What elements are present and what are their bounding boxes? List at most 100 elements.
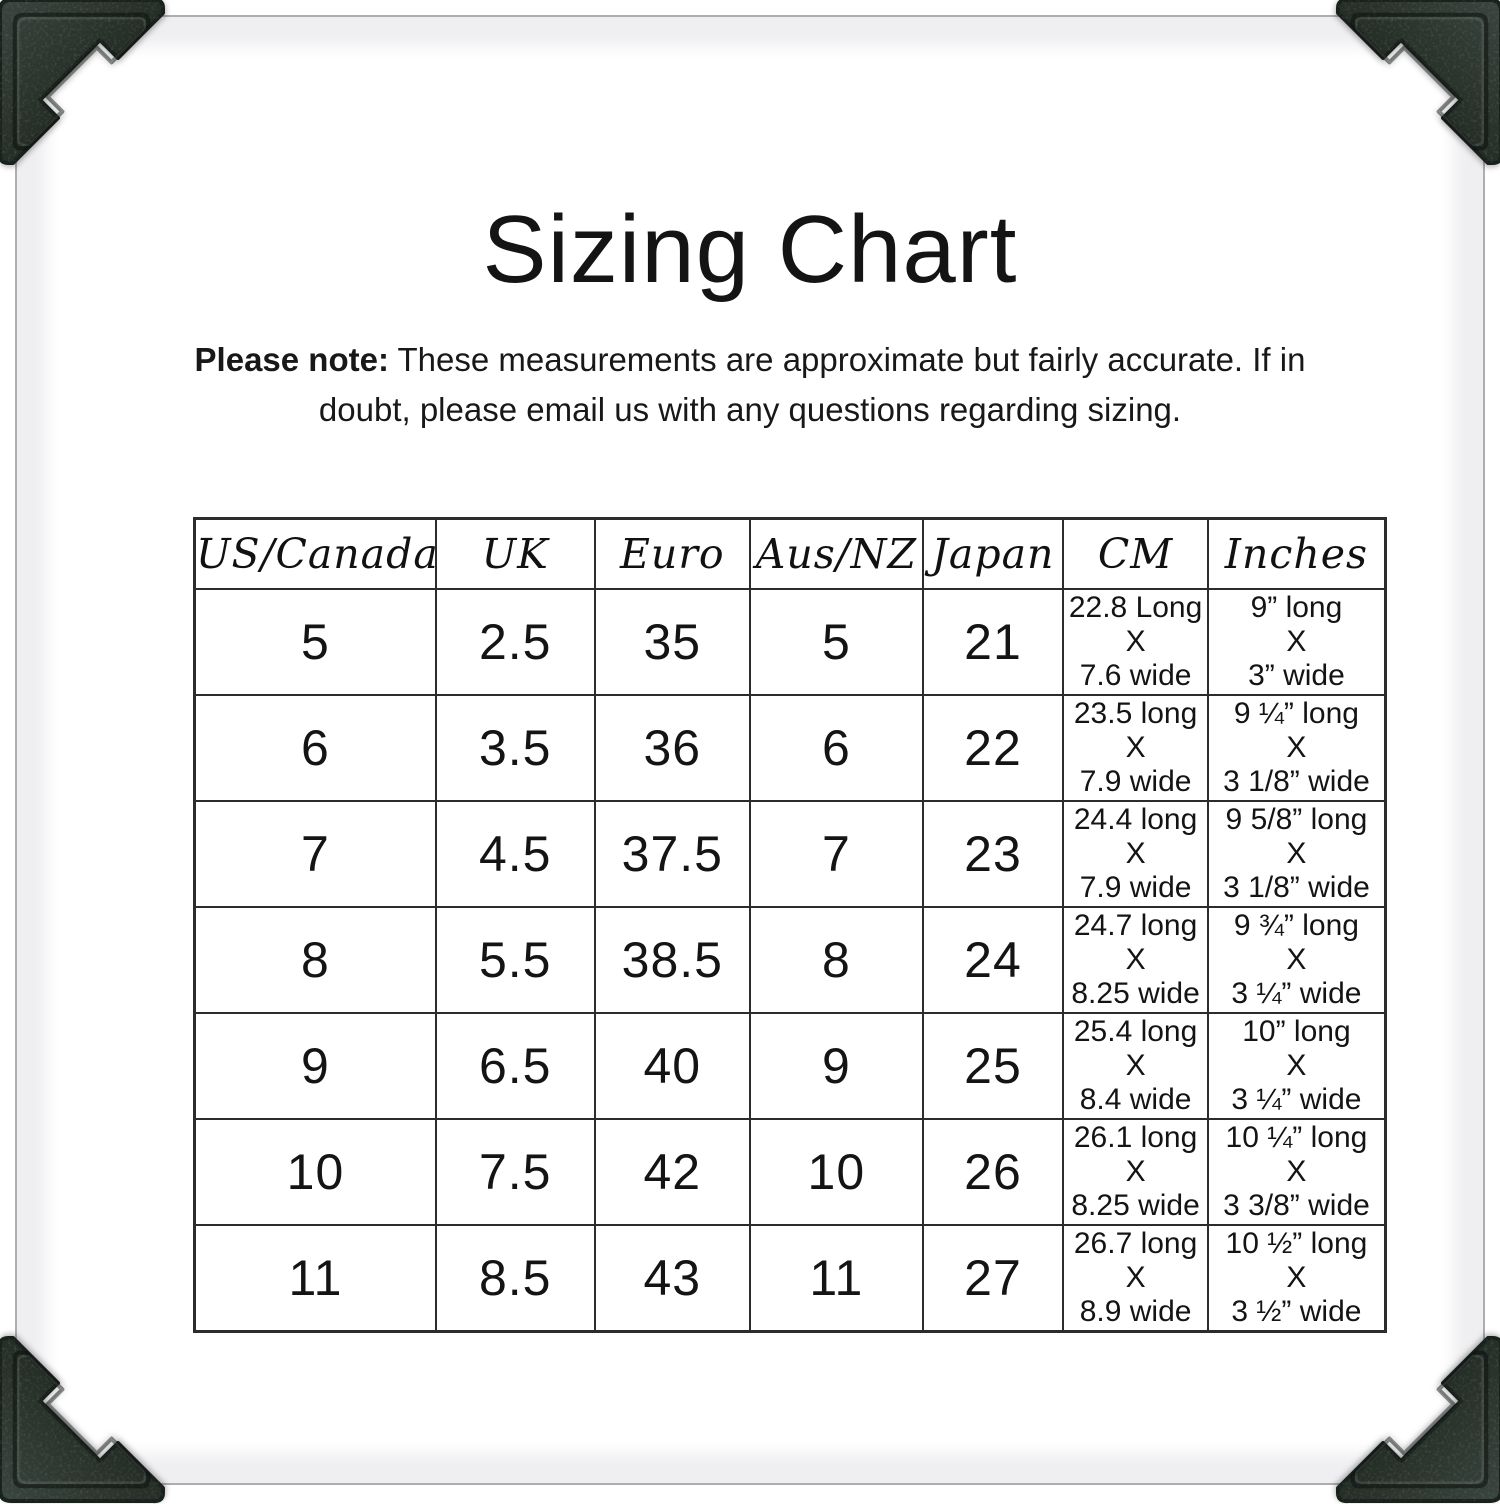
cell-uk: 6.5 [434,1012,596,1120]
inches-long: 10” long [1242,1015,1351,1048]
col-header-us-canada: US/Canada [193,517,437,590]
cell-inches: 10” long X 3 ¼” wide [1206,1012,1387,1120]
cm-x: X [1125,1155,1146,1188]
cm-long: 23.5 long [1073,697,1198,730]
cm-long: 26.1 long [1073,1121,1198,1154]
inches-x: X [1286,731,1307,764]
inches-wide: 3 1/8” wide [1223,765,1370,798]
photo-corner-top-left-icon [0,0,167,167]
cell-euro: 43 [593,1224,752,1333]
inches-long: 9 ¼” long [1233,697,1359,730]
table-row: 5 2.5 35 5 21 22.8 Long X 7.6 wide 9” lo… [193,588,1387,696]
cell-inches: 10 ½” long X 3 ½” wide [1206,1224,1387,1333]
cell-inches: 9 ¼” long X 3 1/8” wide [1206,694,1387,802]
cell-japan: 25 [921,1012,1065,1120]
col-header-euro: Euro [593,517,752,590]
cell-euro: 38.5 [593,906,752,1014]
table-row: 8 5.5 38.5 8 24 24.7 long X 8.25 wide 9 … [193,906,1387,1014]
photo-card: Sizing Chart Please note: These measurem… [15,15,1485,1485]
cell-uk: 4.5 [434,800,596,908]
cm-x: X [1125,731,1146,764]
inches-x: X [1286,1049,1307,1082]
cell-japan: 27 [921,1224,1065,1333]
inches-long: 9 5/8” long [1225,803,1368,836]
cm-wide: 7.9 wide [1079,871,1192,904]
cell-aus-nz: 5 [749,588,924,696]
photo-corner-bottom-left-icon [0,1334,167,1504]
cell-euro: 42 [593,1118,752,1226]
col-header-japan: Japan [921,517,1065,590]
cell-aus-nz: 8 [749,906,924,1014]
note-line-1: These measurements are approximate but f… [388,341,1306,378]
cell-japan: 23 [921,800,1065,908]
cell-cm: 24.4 long X 7.9 wide [1062,800,1209,908]
cm-wide: 7.9 wide [1079,765,1192,798]
cell-us-canada: 10 [193,1118,437,1226]
cell-aus-nz: 9 [749,1012,924,1120]
cell-uk: 3.5 [434,694,596,802]
sizing-table: US/Canada UK Euro Aus/NZ Japan CM Inches… [193,517,1387,1333]
cell-us-canada: 5 [193,588,437,696]
inches-wide: 3 1/8” wide [1223,871,1370,904]
cell-cm: 22.8 Long X 7.6 wide [1062,588,1209,696]
cm-wide: 7.6 wide [1079,659,1192,692]
cell-us-canada: 6 [193,694,437,802]
cell-japan: 26 [921,1118,1065,1226]
cell-japan: 22 [921,694,1065,802]
cell-uk: 7.5 [434,1118,596,1226]
cell-uk: 2.5 [434,588,596,696]
inches-long: 10 ½” long [1225,1227,1368,1260]
note-text: Please note: These measurements are appr… [17,335,1483,435]
cell-cm: 25.4 long X 8.4 wide [1062,1012,1209,1120]
cell-aus-nz: 7 [749,800,924,908]
cell-uk: 5.5 [434,906,596,1014]
cell-aus-nz: 11 [749,1224,924,1333]
cell-japan: 21 [921,588,1065,696]
inches-x: X [1286,1261,1307,1294]
table-row: 9 6.5 40 9 25 25.4 long X 8.4 wide 10” l… [193,1012,1387,1120]
cm-long: 24.4 long [1073,803,1198,836]
cm-wide: 8.9 wide [1079,1295,1192,1328]
cm-long: 24.7 long [1073,909,1198,942]
cm-wide: 8.25 wide [1071,1189,1200,1222]
inches-wide: 3 ¼” wide [1231,1083,1362,1116]
table-row: 7 4.5 37.5 7 23 24.4 long X 7.9 wide 9 5… [193,800,1387,908]
table-row: 11 8.5 43 11 27 26.7 long X 8.9 wide 10 … [193,1224,1387,1333]
note-line-2: doubt, please email us with any question… [318,391,1182,428]
cell-euro: 37.5 [593,800,752,908]
cm-long: 22.8 Long [1068,591,1203,624]
cell-us-canada: 11 [193,1224,437,1333]
inches-x: X [1286,625,1307,658]
inches-wide: 3 ½” wide [1231,1295,1362,1328]
note-bold-label: Please note: [194,341,389,378]
page-title: Sizing Chart [482,196,1018,303]
inches-x: X [1286,1155,1307,1188]
cm-x: X [1125,1261,1146,1294]
cell-inches: 9” long X 3” wide [1206,588,1387,696]
cell-japan: 24 [921,906,1065,1014]
cm-x: X [1125,837,1146,870]
col-header-aus-nz: Aus/NZ [749,517,924,590]
cell-uk: 8.5 [434,1224,596,1333]
cell-inches: 9 5/8” long X 3 1/8” wide [1206,800,1387,908]
cm-wide: 8.25 wide [1071,977,1200,1010]
photo-corner-bottom-right-icon [1334,1334,1500,1504]
cell-euro: 36 [593,694,752,802]
cm-long: 26.7 long [1073,1227,1198,1260]
cell-us-canada: 9 [193,1012,437,1120]
header-row: US/Canada UK Euro Aus/NZ Japan CM Inches [193,517,1387,590]
cell-cm: 24.7 long X 8.25 wide [1062,906,1209,1014]
inches-wide: 3” wide [1248,659,1345,692]
cell-us-canada: 7 [193,800,437,908]
col-header-uk: UK [434,517,596,590]
cm-x: X [1125,943,1146,976]
inches-x: X [1286,837,1307,870]
cell-cm: 23.5 long X 7.9 wide [1062,694,1209,802]
cm-x: X [1125,1049,1146,1082]
cell-euro: 40 [593,1012,752,1120]
table-row: 10 7.5 42 10 26 26.1 long X 8.25 wide 10… [193,1118,1387,1226]
inches-long: 9” long [1250,591,1343,624]
table-row: 6 3.5 36 6 22 23.5 long X 7.9 wide 9 ¼” … [193,694,1387,802]
inches-long: 9 ¾” long [1233,909,1359,942]
photo-corner-top-right-icon [1334,0,1500,167]
